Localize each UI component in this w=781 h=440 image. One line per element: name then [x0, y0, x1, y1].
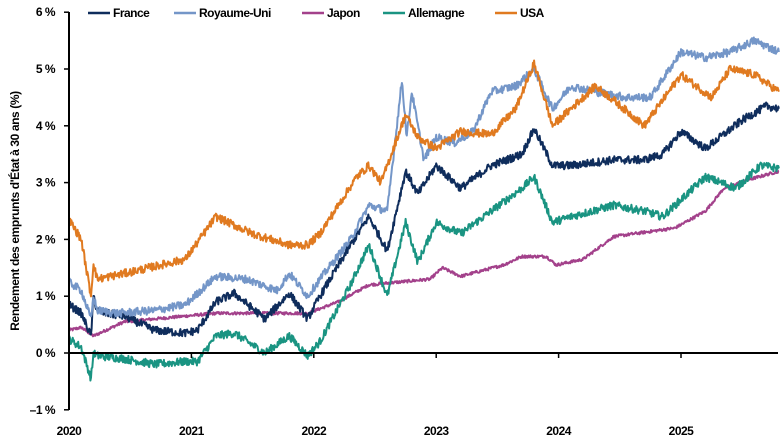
- x-ticks: 2020 2021 2022 2023 2024 2025: [57, 353, 695, 438]
- series-line-usa: [68, 59, 780, 298]
- y-tick-label: 0 %: [36, 346, 56, 360]
- x-tick-label: 2022: [301, 424, 327, 438]
- legend-item: Japon: [302, 6, 361, 20]
- x-tick-label: 2024: [546, 424, 572, 438]
- x-tick-label: 2021: [179, 424, 205, 438]
- series-line-allemagne: [68, 161, 780, 382]
- legend-label: France: [113, 6, 150, 20]
- series-line-japon: [68, 170, 780, 338]
- axes: [68, 12, 778, 410]
- series-layer: [68, 36, 780, 382]
- legend-item: Royaume-Uni: [174, 6, 272, 20]
- x-tick-label: 2025: [669, 424, 695, 438]
- x-tick-label: 2020: [57, 424, 83, 438]
- y-ticks: –1 % 0 % 1 % 2 % 3 % 4 % 5 % 6 %: [30, 5, 69, 417]
- legend: France Royaume-Uni Japon Allemagne USA: [88, 6, 545, 20]
- y-tick-label: 1 %: [36, 289, 56, 303]
- series-line-france: [68, 101, 780, 338]
- legend-label: Allemagne: [408, 6, 465, 20]
- legend-label: USA: [520, 6, 545, 20]
- legend-label: Royaume-Uni: [199, 6, 271, 20]
- y-axis-title: Rendement des emprunts d'État à 30 ans (…: [7, 91, 22, 331]
- y-tick-label: 2 %: [36, 232, 56, 246]
- y-tick-label: 5 %: [36, 62, 56, 76]
- x-tick-label: 2023: [424, 424, 450, 438]
- legend-item: France: [88, 6, 151, 20]
- legend-item: Allemagne: [383, 6, 466, 20]
- y-tick-label: 6 %: [36, 5, 56, 19]
- legend-item: USA: [495, 6, 545, 20]
- y-tick-label: –1 %: [30, 403, 56, 417]
- y-tick-label: 4 %: [36, 119, 56, 133]
- legend-label: Japon: [327, 6, 360, 20]
- series-line-royaume-uni: [68, 36, 780, 318]
- y-tick-label: 3 %: [36, 176, 56, 190]
